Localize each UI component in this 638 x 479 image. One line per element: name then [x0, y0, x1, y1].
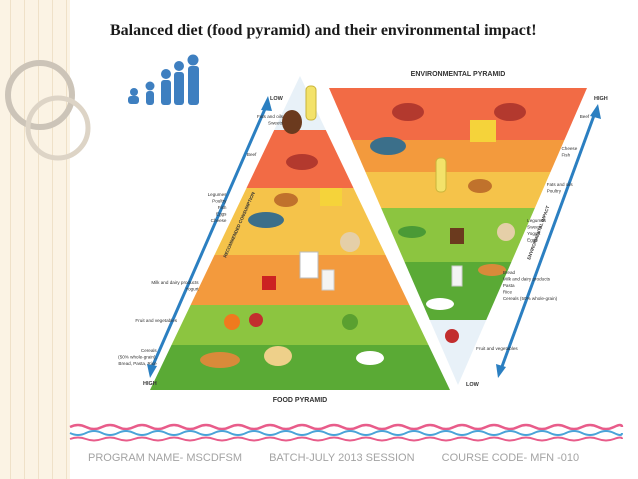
- food-pyramid-layers: [150, 76, 450, 390]
- decor-circle: [5, 60, 75, 130]
- human-growth-icon: [128, 54, 199, 105]
- environmental-pyramid-layers: [329, 88, 587, 385]
- food-level-band: [190, 255, 410, 305]
- env-level-label: Fruit and vegetables: [476, 346, 518, 351]
- food-illustrations: [200, 85, 526, 368]
- food-level-labels: Fats and oils Sweets Beef Legumes Poultry Fis…: [118, 114, 284, 366]
- env-low-label: LOW: [466, 382, 480, 388]
- footer: PROGRAM NAME- MSCDFSM BATCH-JULY 2013 SE…: [88, 452, 603, 464]
- food-level-label: Milk and dairy products Yogurt: [151, 280, 199, 292]
- food-pyramid-title: FOOD PYRAMID: [273, 397, 327, 404]
- footer-batch: BATCH-JULY 2013 SESSION: [269, 452, 415, 464]
- footer-program: PROGRAM NAME- MSCDFSM: [88, 452, 242, 464]
- decor-circle: [25, 95, 91, 161]
- food-low-label: LOW: [270, 96, 284, 102]
- wave-decoration: [69, 423, 624, 442]
- env-level-label: Bread Milk and dairy products Pasta Rice Cer…: [503, 270, 558, 301]
- food-level-band: [171, 305, 429, 345]
- env-pyramid-title: ENVIRONMENTAL PYRAMID: [411, 71, 506, 78]
- env-level-labels: Beef Cheese Fish Fats and oils Poultry Legume…: [476, 114, 590, 351]
- env-axis-arrow: [496, 104, 601, 378]
- food-level-label: Beef: [247, 152, 257, 157]
- food-level-band: [150, 345, 450, 390]
- food-level-label: Fruit and vegetables: [135, 318, 177, 323]
- food-level-label: Cereals (50% whole-grain), Bread, Pasta, R…: [118, 348, 157, 366]
- food-level-label: Legumes Poultry Fish Eggs Cheese: [208, 192, 228, 223]
- env-level-label: Beef: [580, 114, 590, 119]
- footer-course: COURSE CODE- MFN -010: [441, 452, 580, 464]
- food-high-label: HIGH: [143, 381, 157, 387]
- slide-title: Balanced diet (food pyramid) and their e…: [110, 22, 537, 39]
- env-high-label: HIGH: [594, 96, 608, 102]
- env-level-band: [329, 88, 587, 140]
- env-level-label: Fats and oils Poultry: [547, 182, 574, 194]
- food-axis-arrow: [147, 96, 272, 378]
- env-level-label: Legumes Sweets Yogurt Eggs: [527, 218, 547, 243]
- env-level-band: [365, 172, 551, 208]
- env-level-label: Cheese Fish: [561, 146, 577, 158]
- food-level-label: Fats and oils Sweets: [257, 114, 284, 126]
- env-level-band: [429, 320, 487, 385]
